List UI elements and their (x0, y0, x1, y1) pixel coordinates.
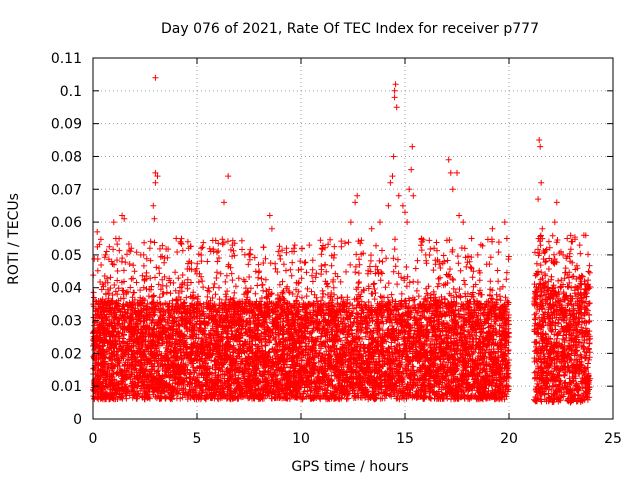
y-tick-label: 0.08 (51, 149, 82, 165)
x-tick-label: 25 (604, 431, 622, 447)
chart-title: Day 076 of 2021, Rate Of TEC Index for r… (161, 21, 539, 37)
y-tick-label: 0.04 (51, 281, 82, 297)
y-tick-label: 0.11 (51, 51, 82, 67)
y-tick-label: 0.07 (51, 182, 82, 198)
y-tick-label: 0.01 (51, 379, 82, 395)
y-axis-label: ROTI / TECUs (6, 193, 22, 285)
y-tick-label: 0.02 (51, 346, 82, 362)
axis-ticks (92, 57, 614, 420)
x-tick-label: 5 (193, 431, 202, 447)
y-tick-label: 0.03 (51, 314, 82, 330)
y-tick-label: 0 (73, 412, 82, 428)
x-tick-label: 20 (500, 431, 518, 447)
x-tick-label: 10 (292, 431, 310, 447)
y-tick-label: 0.1 (60, 84, 82, 100)
y-tick-label: 0.06 (51, 215, 82, 231)
data-points (90, 74, 594, 406)
plot-frame (92, 57, 614, 420)
x-axis-tick-labels: 0 5 10 15 20 25 (89, 431, 622, 447)
y-axis-tick-labels: 0 0.01 0.02 0.03 0.04 0.05 0.06 0.07 0.08 0.09 0.1… (51, 51, 82, 428)
x-axis-label: GPS time / hours (291, 459, 408, 475)
y-tick-label: 0.09 (51, 117, 82, 133)
roti-point-markers (90, 74, 594, 406)
y-tick-label: 0.05 (51, 248, 82, 264)
x-tick-label: 15 (396, 431, 414, 447)
x-tick-label: 0 (89, 431, 98, 447)
